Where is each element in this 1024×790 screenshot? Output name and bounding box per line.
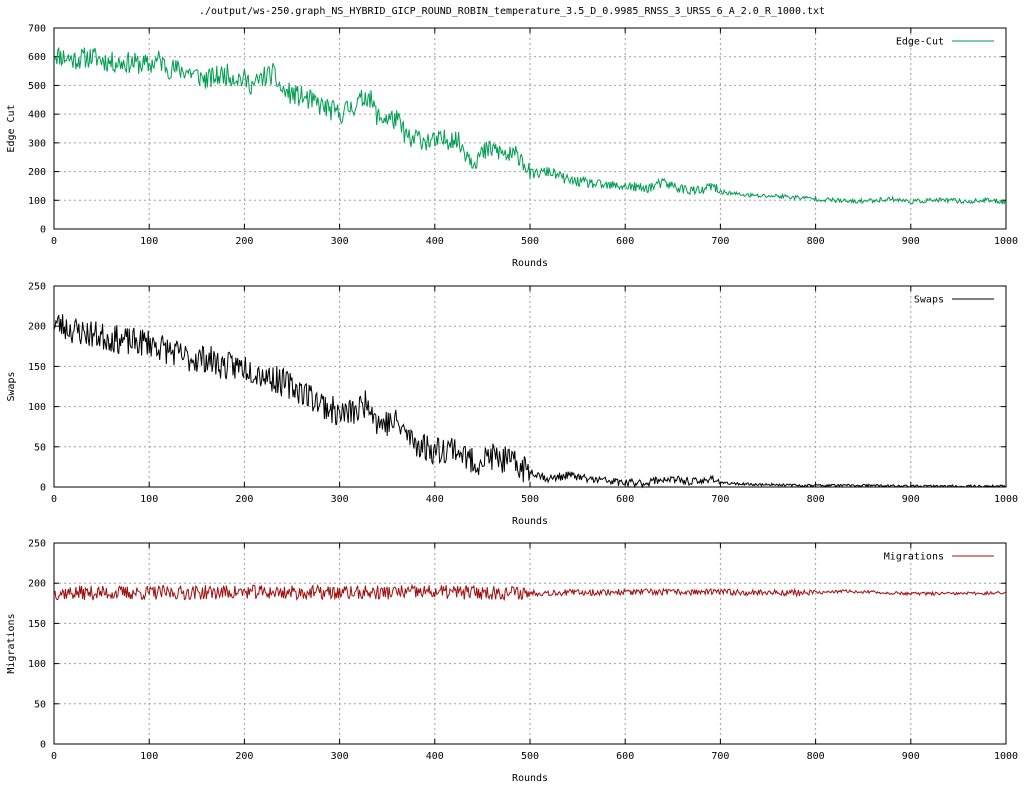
x-tick-label: 100 bbox=[140, 236, 158, 247]
y-tick-label: 300 bbox=[28, 138, 46, 149]
x-tick-label: 400 bbox=[426, 236, 444, 247]
chart-title: ./output/ws-250.graph_NS_HYBRID_GICP_ROU… bbox=[198, 6, 826, 17]
series-line-swaps bbox=[53, 314, 1007, 489]
y-tick-label: 500 bbox=[28, 81, 46, 92]
chart-panel-1: 0 100 200 300 400 500 600 700 800 900 1000 0 100 200 3… bbox=[6, 24, 1018, 270]
y-tick-label: 150 bbox=[28, 362, 46, 373]
x-tick-label: 100 bbox=[140, 494, 158, 505]
x-tick-label: 200 bbox=[235, 494, 253, 505]
y-axis-label: Swaps bbox=[6, 371, 17, 401]
y-tick-label: 600 bbox=[28, 52, 46, 63]
x-tick-label: 700 bbox=[711, 236, 729, 247]
x-tick-label: 1000 bbox=[994, 236, 1018, 247]
x-tick-label: 400 bbox=[426, 751, 444, 762]
x-tick-label: 300 bbox=[331, 236, 349, 247]
x-tick-label: 600 bbox=[616, 751, 634, 762]
y-tick-label: 100 bbox=[28, 659, 46, 670]
y-tick-label: 700 bbox=[28, 24, 46, 35]
y-axis-label: Edge Cut bbox=[6, 104, 17, 152]
y-axis-label: Migrations bbox=[6, 613, 17, 673]
y-tick-label: 400 bbox=[28, 110, 46, 121]
chart-panel-2: 0 100 200 300 400 500 600 700 800 900 1000 0 50 100 15… bbox=[6, 282, 1018, 528]
x-tick-label: 800 bbox=[807, 494, 825, 505]
x-tick-label: 400 bbox=[426, 494, 444, 505]
x-tick-label: 100 bbox=[140, 751, 158, 762]
x-tick-label: 900 bbox=[902, 751, 920, 762]
x-tick-label: 0 bbox=[51, 494, 57, 505]
x-tick-label: 500 bbox=[521, 751, 539, 762]
x-tick-label: 1000 bbox=[994, 494, 1018, 505]
x-tick-label: 800 bbox=[807, 236, 825, 247]
y-tick-label: 0 bbox=[40, 225, 46, 236]
plot-frame bbox=[53, 27, 1007, 230]
y-tick-label: 200 bbox=[28, 579, 46, 590]
x-tick-label: 600 bbox=[616, 236, 634, 247]
x-tick-label: 0 bbox=[51, 751, 57, 762]
y-tick-label: 50 bbox=[34, 699, 46, 710]
x-tick-label: 500 bbox=[521, 494, 539, 505]
x-tick-label: 900 bbox=[902, 236, 920, 247]
x-tick-label: 700 bbox=[711, 751, 729, 762]
x-tick-label: 600 bbox=[616, 494, 634, 505]
legend-label: Edge-Cut bbox=[896, 37, 944, 48]
y-tick-label: 0 bbox=[40, 483, 46, 494]
y-tick-label: 150 bbox=[28, 619, 46, 630]
x-tick-label: 200 bbox=[235, 751, 253, 762]
chart-panel-3: 0 100 200 300 400 500 600 700 800 900 1000 0 50 100 15… bbox=[6, 539, 1018, 785]
x-tick-label: 900 bbox=[902, 494, 920, 505]
x-tick-label: 300 bbox=[331, 494, 349, 505]
x-axis-label: Rounds bbox=[512, 258, 548, 269]
x-tick-label: 1000 bbox=[994, 751, 1018, 762]
series-line-edge-cut bbox=[53, 47, 1007, 206]
legend-label: Migrations bbox=[884, 552, 944, 563]
x-tick-label: 0 bbox=[51, 236, 57, 247]
y-tick-label: 250 bbox=[28, 539, 46, 550]
x-tick-label: 500 bbox=[521, 236, 539, 247]
plot-frame bbox=[53, 285, 1007, 488]
legend-label: Swaps bbox=[914, 295, 944, 306]
y-tick-label: 250 bbox=[28, 282, 46, 293]
x-tick-label: 200 bbox=[235, 236, 253, 247]
y-tick-label: 200 bbox=[28, 322, 46, 333]
x-tick-label: 700 bbox=[711, 494, 729, 505]
y-tick-label: 200 bbox=[28, 167, 46, 178]
y-tick-label: 100 bbox=[28, 196, 46, 207]
y-tick-label: 100 bbox=[28, 402, 46, 413]
y-tick-label: 50 bbox=[34, 442, 46, 453]
series-line-migrations bbox=[53, 583, 1007, 601]
x-axis-label: Rounds bbox=[512, 516, 548, 527]
x-tick-label: 300 bbox=[331, 751, 349, 762]
x-axis-label: Rounds bbox=[512, 773, 548, 784]
y-tick-label: 0 bbox=[40, 740, 46, 751]
x-tick-label: 800 bbox=[807, 751, 825, 762]
plot-frame bbox=[53, 542, 1007, 745]
